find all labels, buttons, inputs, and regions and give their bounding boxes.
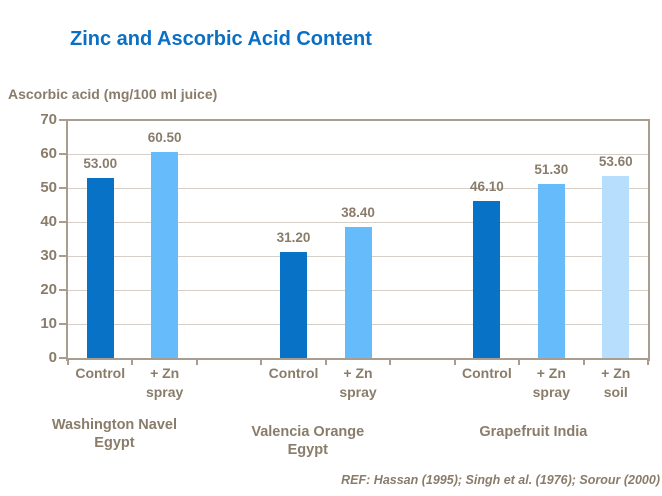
y-tick-label: 10 xyxy=(40,315,57,332)
x-category-label: Control xyxy=(75,365,126,381)
bar xyxy=(151,152,179,358)
x-axis-tick xyxy=(389,360,392,365)
x-axis-tick xyxy=(195,360,198,365)
x-group-label: Grapefruit India xyxy=(479,424,588,440)
x-category-label: Control xyxy=(268,365,319,381)
y-tick-label: 40 xyxy=(40,213,57,230)
gridline xyxy=(68,187,648,189)
bar-value-label: 53.60 xyxy=(598,153,633,169)
plot-right-border xyxy=(648,119,650,361)
x-axis-tick xyxy=(324,360,327,365)
y-axis-tick xyxy=(59,323,66,325)
y-axis-tick xyxy=(59,255,66,257)
y-tick-label: 0 xyxy=(48,349,57,366)
x-category-label: + Zn spray xyxy=(145,365,184,400)
bar-value-label: 51.30 xyxy=(534,161,569,177)
x-axis-tick xyxy=(131,360,134,365)
x-axis-tick xyxy=(67,360,69,365)
x-axis-tick xyxy=(260,360,263,365)
bar xyxy=(473,201,501,358)
x-category-label: Control xyxy=(461,365,512,381)
reference-text: REF: Hassan (1995); Singh et al. (1976);… xyxy=(341,473,660,487)
x-group-label: Valencia Orange Egypt xyxy=(251,424,365,458)
x-axis-line xyxy=(66,358,650,360)
y-tick-label: 20 xyxy=(40,281,57,298)
x-category-label: + Zn spray xyxy=(532,365,570,400)
y-axis-tick xyxy=(59,221,66,223)
bar xyxy=(344,227,372,358)
bar xyxy=(602,175,630,358)
y-axis-title: Ascorbic acid (mg/100 ml juice) xyxy=(8,86,218,102)
gridline xyxy=(68,221,648,223)
bar xyxy=(537,183,565,358)
bar-value-label: 60.50 xyxy=(147,130,182,146)
x-axis-tick xyxy=(647,360,649,365)
y-axis-tick xyxy=(59,153,66,155)
bar-value-label: 53.00 xyxy=(83,155,118,171)
plot-top-border xyxy=(66,119,650,121)
y-axis-line xyxy=(66,119,68,361)
bar xyxy=(280,251,308,358)
gridline xyxy=(68,153,648,155)
chart-title: Zinc and Ascorbic Acid Content xyxy=(70,28,372,50)
x-axis-tick xyxy=(518,360,521,365)
bar-value-label: 38.40 xyxy=(341,205,375,221)
y-tick-label: 30 xyxy=(40,247,57,264)
x-axis-tick xyxy=(453,360,456,365)
y-tick-label: 60 xyxy=(40,145,57,162)
y-axis-tick xyxy=(59,357,66,359)
bar xyxy=(86,177,114,358)
x-category-label: + Zn soil xyxy=(601,365,631,400)
bar-value-label: 31.20 xyxy=(276,229,311,245)
bar-value-label: 46.10 xyxy=(469,179,504,195)
x-group-label: Washington Navel Egypt xyxy=(51,417,177,451)
y-axis-tick xyxy=(59,289,66,291)
y-tick-label: 50 xyxy=(40,179,57,196)
x-axis-tick xyxy=(582,360,585,365)
x-category-label: + Zn spray xyxy=(339,365,377,400)
y-axis-tick xyxy=(59,187,66,189)
y-tick-label: 70 xyxy=(40,111,57,128)
y-axis-tick xyxy=(59,119,66,121)
